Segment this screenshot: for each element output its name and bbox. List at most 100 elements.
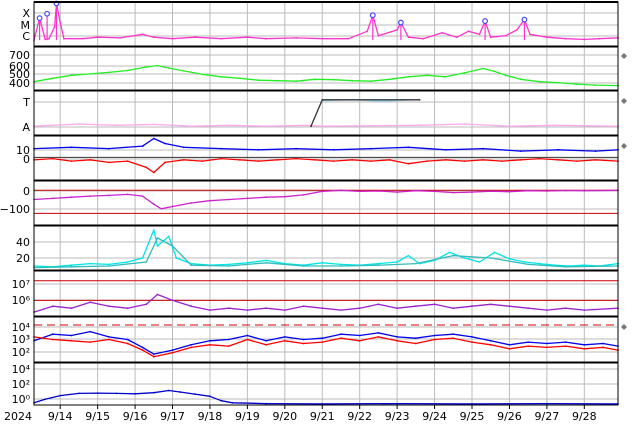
density-point xyxy=(527,263,530,266)
proton-flux-series-0 xyxy=(33,293,619,313)
solar-wind-speed-point xyxy=(108,71,110,74)
solar-wind-speed-point xyxy=(313,78,316,81)
imf-sector-point xyxy=(463,123,466,125)
high-energy-flux-ytick-label: 10⁰ xyxy=(12,393,31,406)
high-energy-flux-ytick-label: 10² xyxy=(12,378,30,391)
imf-sector-point xyxy=(227,124,230,127)
density-point xyxy=(452,254,455,257)
proton-flux-point xyxy=(527,307,530,310)
density-point xyxy=(377,264,380,267)
imf-bz-point xyxy=(152,171,155,174)
high-energy-flux-point xyxy=(265,402,267,405)
proton-flux-point xyxy=(414,305,417,308)
xray-flares-point xyxy=(347,37,350,40)
electron-flux-point xyxy=(141,346,144,349)
imf-bz-point xyxy=(145,166,148,169)
imf-bz-point xyxy=(407,146,410,149)
dst-index-point xyxy=(527,189,530,192)
electron-flux-point xyxy=(321,341,324,343)
x-axis-year-label: 2024 xyxy=(4,410,32,423)
dst-index-point xyxy=(583,189,586,192)
dst-index-point xyxy=(471,191,473,194)
imf-bz-point xyxy=(594,150,597,153)
proton-flux-point xyxy=(471,305,473,308)
panel-edge-mark xyxy=(621,324,627,330)
x-tick-label: 9/23 xyxy=(385,410,410,423)
imf-sector-point xyxy=(418,98,421,101)
electron-flux-point xyxy=(51,338,54,341)
x-tick-label: 9/16 xyxy=(123,410,148,423)
imf-bz-point xyxy=(313,159,316,161)
electron-flux-point xyxy=(227,345,230,347)
density-point xyxy=(538,262,541,265)
dst-index-point xyxy=(227,198,230,201)
high-energy-flux-point xyxy=(321,403,324,405)
electron-flux-point xyxy=(171,351,174,354)
imf-sector-series-2 xyxy=(310,99,420,127)
panel-gaps xyxy=(34,46,618,363)
imf-bz-point xyxy=(444,159,447,161)
electron-flux-point xyxy=(340,333,342,336)
high-energy-flux-ytick-label: 10⁴ xyxy=(12,363,31,376)
density-ytick-label: 20 xyxy=(16,252,30,265)
high-energy-flux-point xyxy=(78,392,80,395)
electron-flux-point xyxy=(51,333,54,336)
flare-marker xyxy=(369,12,376,19)
electron-flux-point xyxy=(583,343,586,346)
electron-flux-point xyxy=(564,345,567,347)
electron-flux-point xyxy=(152,355,155,358)
high-energy-flux-point xyxy=(231,401,234,404)
imf-bz-series-1 xyxy=(33,137,619,152)
series-layer xyxy=(33,0,619,405)
density-point xyxy=(246,261,249,264)
electron-flux-point xyxy=(283,336,286,338)
density-series-0 xyxy=(33,229,619,268)
xray-flares-point xyxy=(63,37,65,40)
imf-bz-point xyxy=(220,147,223,150)
dst-index-point xyxy=(302,194,305,196)
electron-flux-point xyxy=(126,338,129,341)
xray-flares-point xyxy=(478,33,481,36)
solar-wind-speed-series-0 xyxy=(33,64,619,87)
electron-flux-point xyxy=(209,343,211,346)
imf-bz-point xyxy=(575,160,578,163)
dst-index-point xyxy=(126,193,129,196)
electron-flux-point xyxy=(377,336,380,338)
electron-flux-point xyxy=(358,334,361,337)
high-energy-flux-point xyxy=(59,394,62,397)
electron-flux-point xyxy=(152,353,155,355)
imf-bz-series-0 xyxy=(33,157,619,174)
density-point xyxy=(340,265,342,267)
electron-flux-point xyxy=(70,334,73,337)
imf-bz-point xyxy=(557,148,559,151)
high-energy-flux-point xyxy=(167,389,170,392)
xray-flares-point xyxy=(504,34,507,37)
xray-flares-point xyxy=(141,33,144,36)
density-point xyxy=(463,257,466,259)
proton-flux-panel-frame xyxy=(33,270,619,317)
imf-sector-point xyxy=(508,125,511,128)
xray-flares-point xyxy=(194,36,196,39)
imf-bz-point xyxy=(257,148,260,151)
imf-bz-ytick-label: 0 xyxy=(23,153,30,166)
proton-flux-point xyxy=(583,309,586,311)
xray-flares-ytick-label: M xyxy=(21,19,31,32)
imf-bz-point xyxy=(164,142,166,145)
density-point xyxy=(340,263,342,266)
proton-flux-point xyxy=(546,309,548,311)
proton-flux-point xyxy=(126,307,129,310)
proton-flux-point xyxy=(209,309,211,311)
imf-bz-point xyxy=(370,147,372,150)
density-point xyxy=(145,261,148,263)
imf-bz-point xyxy=(295,157,297,160)
imf-sector-point xyxy=(321,98,324,101)
solar-wind-speed-point xyxy=(201,73,204,76)
xray-flares-point xyxy=(53,26,56,28)
density-point xyxy=(377,262,380,265)
proton-flux-point xyxy=(396,307,398,310)
solar-wind-speed-point xyxy=(167,67,170,69)
xray-flares-ytick-label: C xyxy=(22,30,30,43)
x-tick-label: 9/27 xyxy=(535,410,560,423)
solar-wind-speed-point xyxy=(145,66,148,68)
solar-wind-speed-point xyxy=(519,78,522,81)
